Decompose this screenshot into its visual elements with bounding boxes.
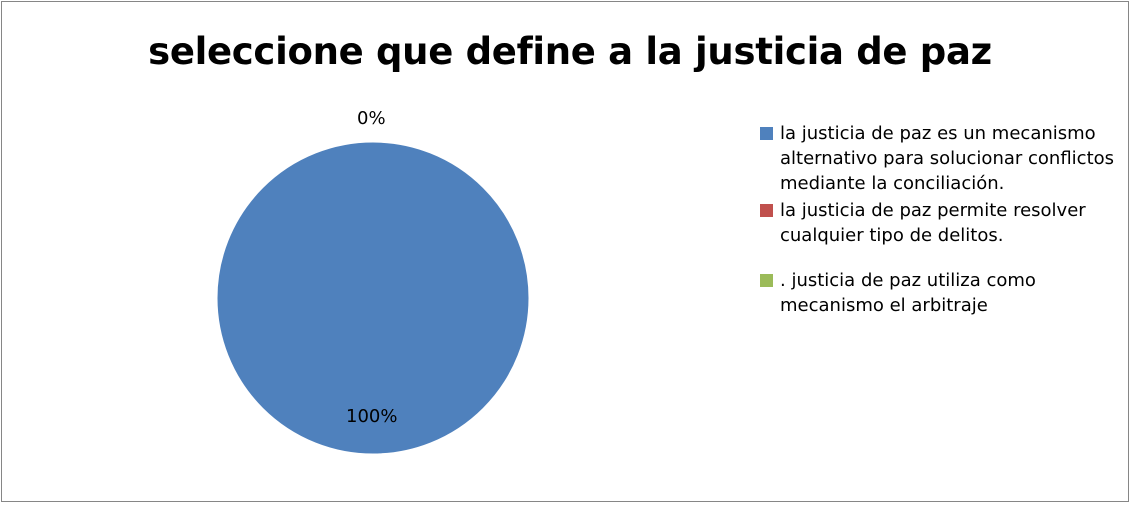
legend-item: la justicia de paz es un mecanismo alter…	[760, 121, 1120, 196]
data-label-100-percent: 100%	[346, 406, 398, 427]
legend: la justicia de paz es un mecanismo alter…	[760, 121, 1120, 318]
data-label-0-percent: 0%	[357, 108, 386, 129]
legend-swatch-green	[760, 274, 773, 287]
legend-label: la justicia de paz permite resolver cual…	[780, 200, 1086, 246]
pie-slice-0	[216, 141, 530, 455]
legend-label: . justicia de paz utiliza como mecanismo…	[780, 270, 1036, 316]
legend-label: la justicia de paz es un mecanismo alter…	[780, 123, 1115, 194]
legend-item: la justicia de paz permite resolver cual…	[760, 198, 1120, 248]
legend-item: . justicia de paz utiliza como mecanismo…	[760, 268, 1120, 318]
legend-swatch-blue	[760, 127, 773, 140]
chart-title: seleccione que define a la justicia de p…	[148, 30, 992, 73]
legend-swatch-red	[760, 204, 773, 217]
